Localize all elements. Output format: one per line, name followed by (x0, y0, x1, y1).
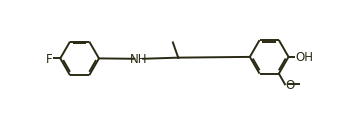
Text: OH: OH (295, 51, 313, 64)
Text: O: O (286, 78, 295, 91)
Text: NH: NH (130, 53, 147, 66)
Text: F: F (46, 52, 53, 65)
